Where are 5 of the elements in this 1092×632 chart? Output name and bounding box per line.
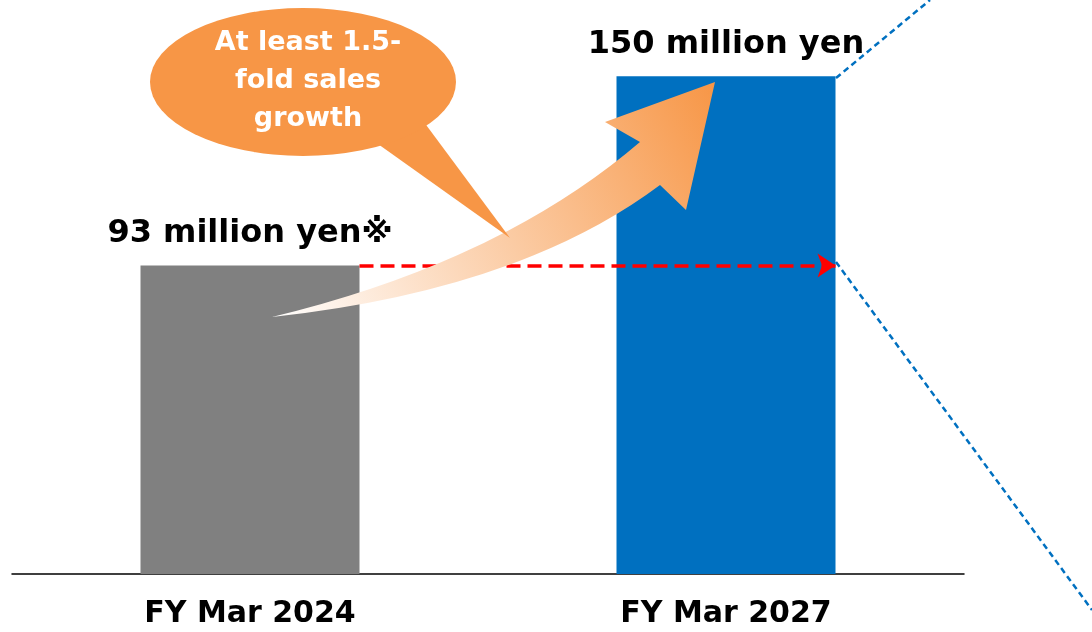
x-tick-label: FY Mar 2024 (144, 593, 356, 629)
data-label: 93 million yen※ (107, 212, 393, 251)
data-label: 150 million yen (587, 23, 865, 62)
x-tick-label: FY Mar 2027 (620, 593, 832, 629)
annotation: At least 1.5-fold sales growth (213, 24, 403, 134)
